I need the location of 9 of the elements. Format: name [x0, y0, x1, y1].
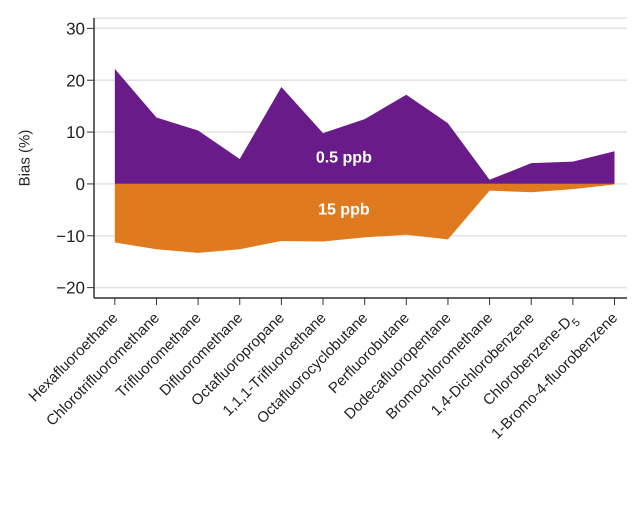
y-tick-label: 0: [76, 174, 85, 194]
y-tick-label: −10: [56, 226, 85, 246]
y-axis-title: Bias (%): [16, 130, 34, 186]
series-label: 15 ppb: [318, 201, 370, 218]
y-tick-label: 30: [66, 19, 85, 38]
y-tick-label: 10: [66, 123, 85, 142]
series-label: 0.5 ppb: [316, 150, 372, 166]
y-tick-label: 20: [66, 71, 85, 90]
y-tick-label: −20: [56, 278, 85, 298]
